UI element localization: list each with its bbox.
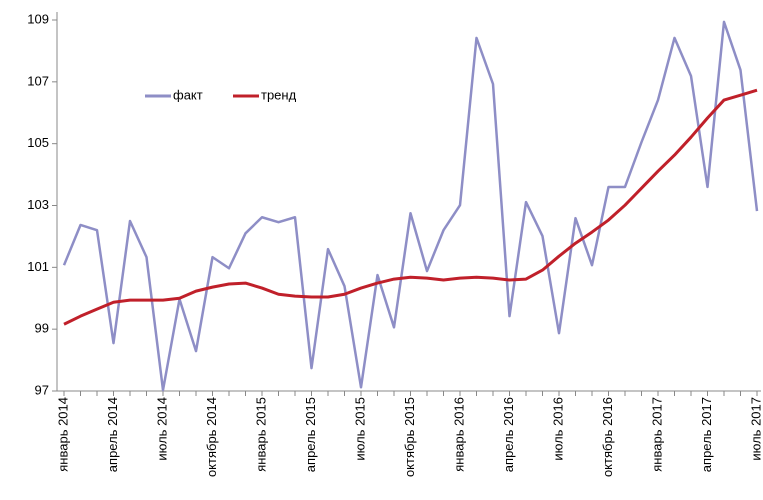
- y-tick-label: 97: [35, 382, 49, 397]
- x-tick-label: октябрь 2015: [402, 397, 417, 477]
- y-tick-label: 103: [27, 197, 49, 212]
- y-tick-label: 101: [27, 259, 49, 274]
- legend-label: тренд: [261, 87, 297, 102]
- x-tick-label: октябрь 2016: [600, 397, 615, 477]
- y-tick-label: 99: [35, 321, 49, 336]
- x-tick-label: апрель 2016: [501, 397, 516, 472]
- legend-label: факт: [173, 87, 203, 102]
- x-tick-label: январь 2015: [253, 397, 268, 472]
- x-tick-label: январь 2016: [451, 397, 466, 472]
- x-tick-label: июль 2015: [352, 397, 367, 461]
- series-line: [62, 20, 759, 392]
- y-tick-label: 105: [27, 135, 49, 150]
- x-tick-label: июль 2014: [154, 397, 169, 461]
- x-tick-label: январь 2014: [55, 397, 70, 472]
- x-tick-label: апрель 2015: [303, 397, 318, 472]
- x-tick-label: июль 2017: [748, 397, 763, 461]
- y-tick-label: 107: [27, 73, 49, 88]
- series-line: [63, 88, 758, 326]
- x-tick-label: октябрь 2014: [204, 397, 219, 477]
- x-tick-label: апрель 2017: [699, 397, 714, 472]
- y-tick-label: 109: [27, 11, 49, 26]
- x-tick-label: апрель 2014: [105, 397, 120, 472]
- x-tick-label: январь 2017: [649, 397, 664, 472]
- x-tick-label: июль 2016: [550, 397, 565, 461]
